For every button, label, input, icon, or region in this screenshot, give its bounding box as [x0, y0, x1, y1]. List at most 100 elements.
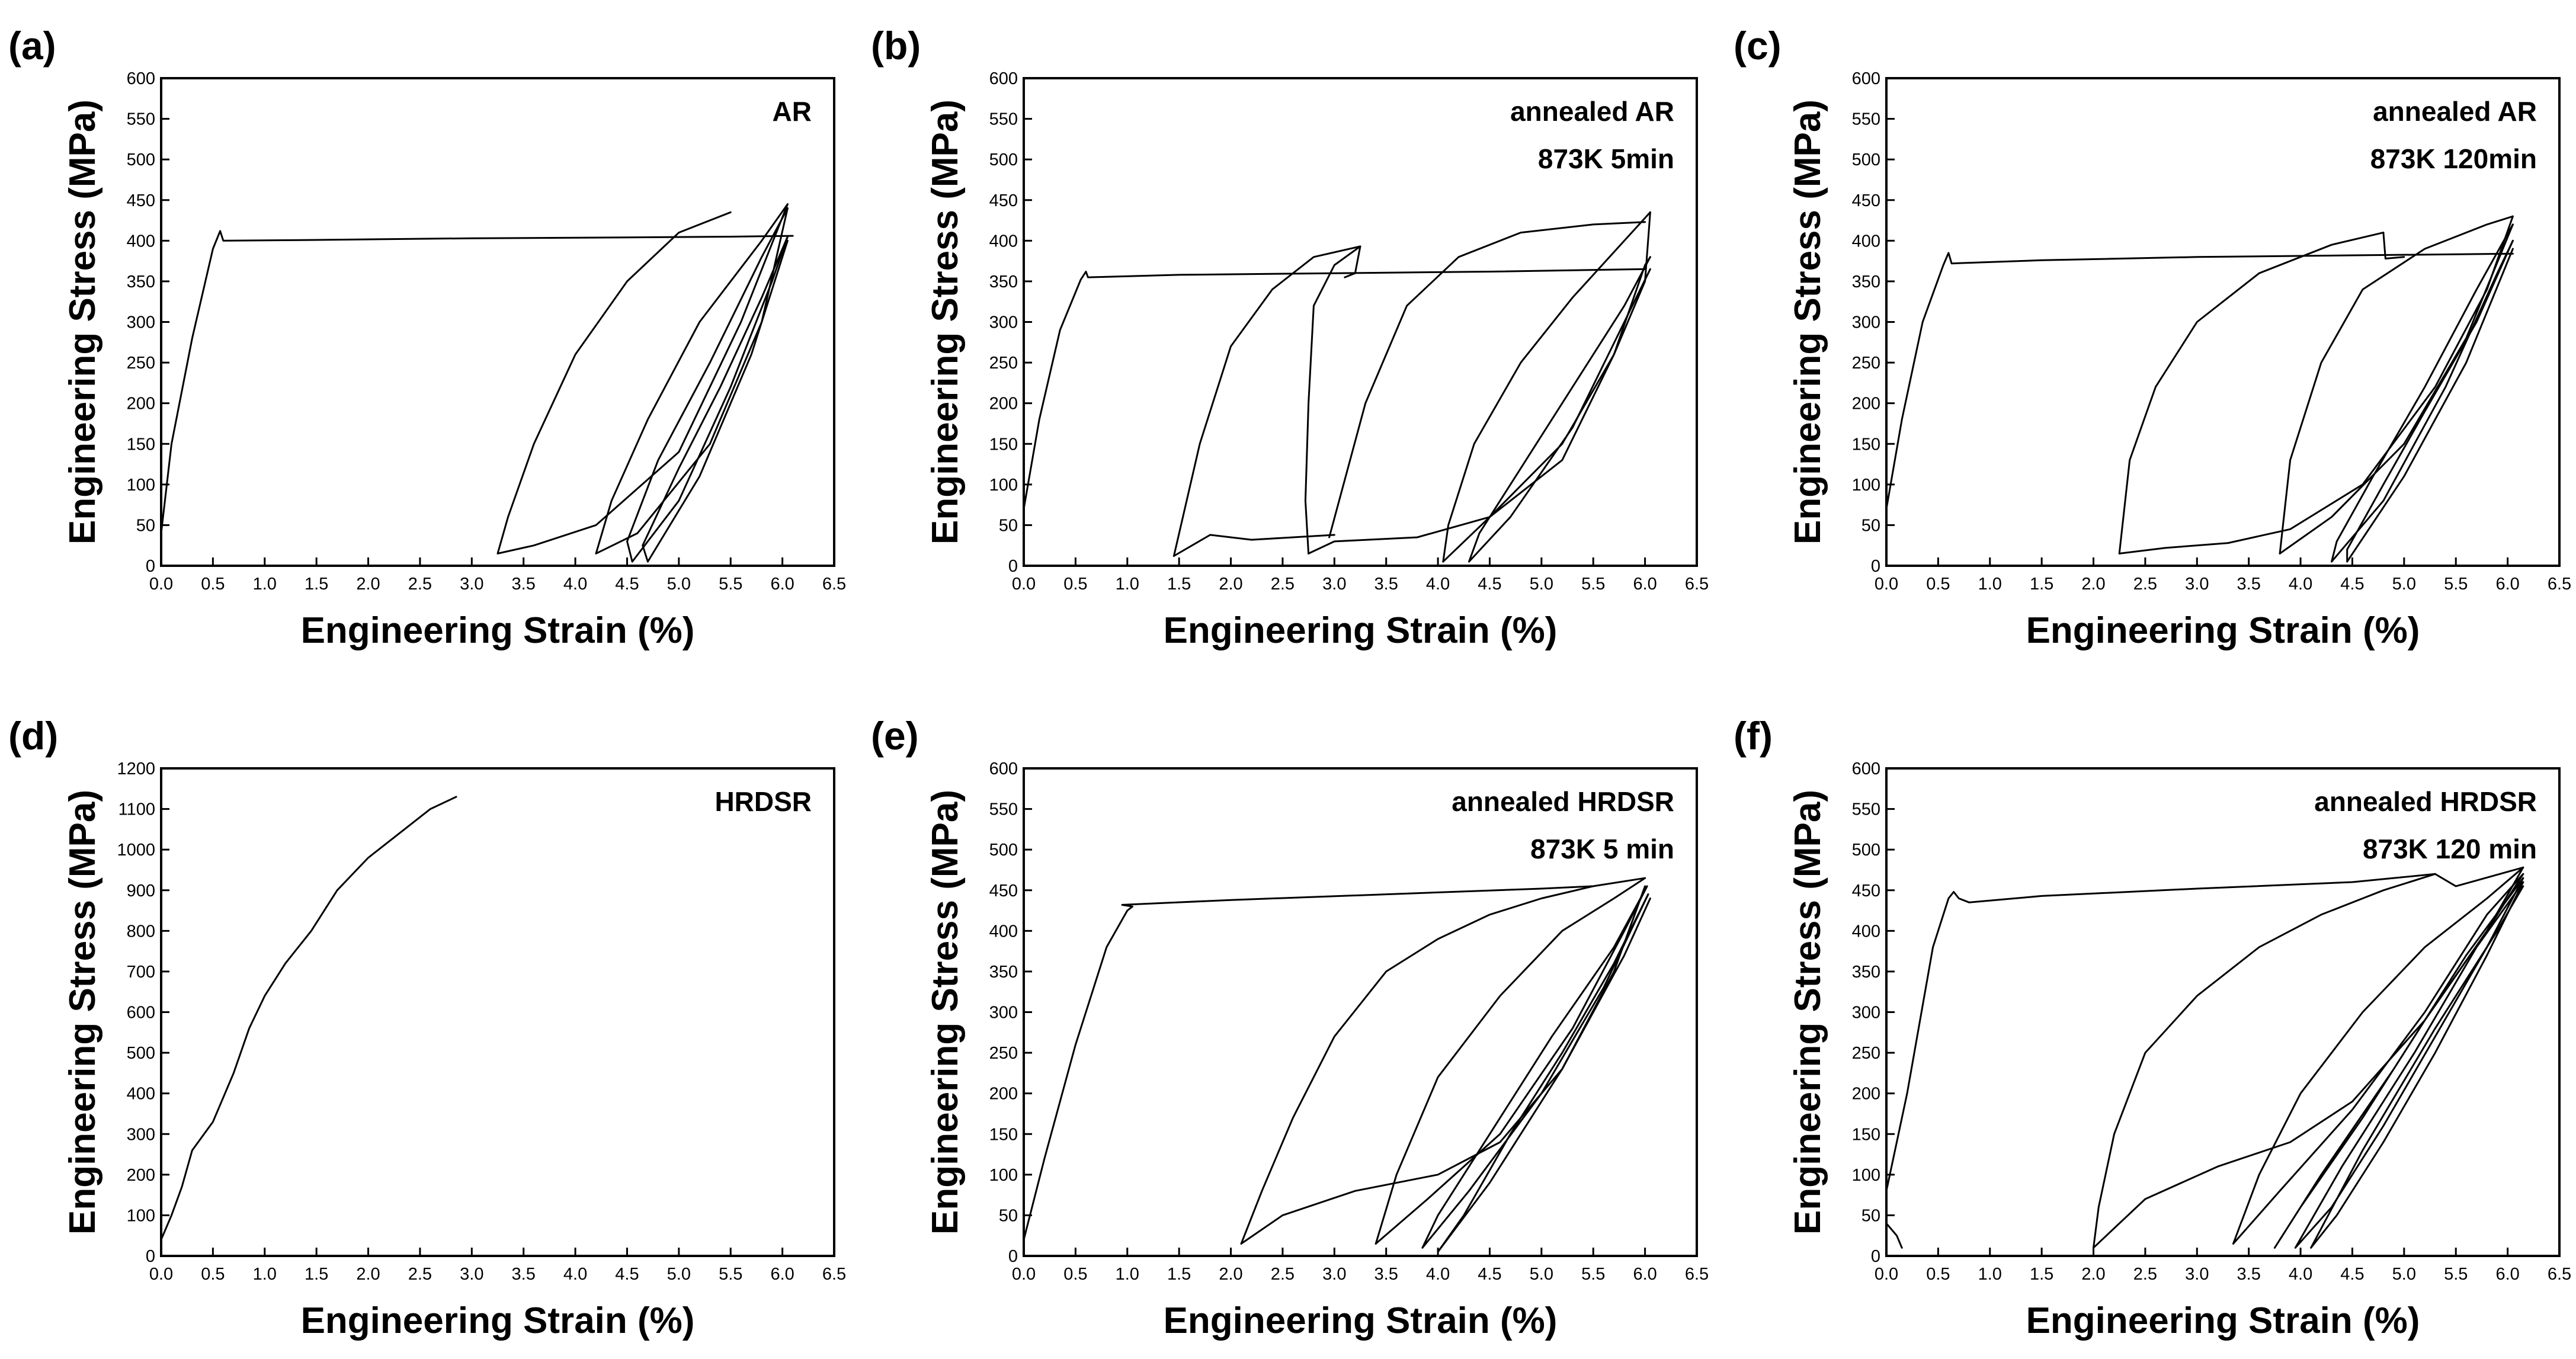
x-tick-label: 6.0	[1633, 1265, 1657, 1284]
panel-label: (a)	[8, 24, 56, 68]
panel-a: (a) 0.0 0.5 1.0 1.5 2.0 2.5 3.0 3.5 4.0 4.5 5.0 5.5 6…	[8, 24, 846, 651]
panel-c: (c) 0.0 0.5 1.0 1.5 2.0 2.5 3.0 3.5 4.0 4.5 5.0 5.5 6…	[1734, 24, 2571, 651]
panel-e: (e) 0.0 0.5 1.0 1.5 2.0 2.5 3.0 3.5 4.0 4.5 5.0 5.5 6…	[871, 714, 1709, 1341]
panel-label: (f)	[1734, 714, 1773, 758]
series-cycle2-reload	[2279, 223, 2514, 555]
x-tick-label: 5.0	[1530, 575, 1553, 594]
x-tick-label: 0.0	[1012, 575, 1036, 594]
x-tick-label: 4.5	[615, 575, 639, 594]
y-tick-label: 450	[989, 882, 1018, 900]
y-tick-label: 400	[1852, 922, 1880, 941]
series-cycle2	[1308, 211, 1651, 555]
y-tick-label: 400	[989, 232, 1018, 251]
y-tick-label: 500	[1852, 150, 1880, 169]
x-tick-label: 0.5	[1063, 575, 1087, 594]
x-tick-label: 5.5	[1581, 575, 1605, 594]
y-tick-label: 600	[127, 69, 155, 88]
series-cycle1	[1240, 885, 1594, 1245]
x-tick-label: 5.0	[2392, 575, 2416, 594]
y-tick-label: 400	[127, 1085, 155, 1104]
x-tick-label: 4.5	[2340, 1265, 2364, 1284]
x-tick-label: 0.5	[201, 575, 225, 594]
series-cycle2	[595, 203, 789, 555]
y-tick-label: 200	[989, 395, 1018, 414]
x-tick-label: 4.0	[1426, 1265, 1450, 1284]
x-tick-label: 2.0	[1219, 575, 1242, 594]
y-tick-label: 250	[127, 354, 155, 373]
x-tick-label: 5.5	[2444, 1265, 2468, 1284]
y-tick-label: 350	[1852, 273, 1880, 291]
x-tick-label: 2.0	[356, 575, 380, 594]
x-tick-label: 3.0	[460, 1265, 483, 1284]
x-tick-label: 2.5	[2133, 1265, 2157, 1284]
y-tick-label: 100	[989, 1166, 1018, 1185]
y-tick-label: 50	[1861, 1206, 1880, 1225]
series-cycle3	[1421, 885, 1649, 1249]
series-start	[1885, 1222, 1903, 1249]
series-cycle1	[2118, 232, 2385, 555]
x-tick-label: 0.0	[1875, 1265, 1898, 1284]
y-axis-title: Engineering Stress (MPa)	[925, 100, 966, 544]
x-tick-label: 0.5	[1926, 575, 1950, 594]
x-tick-label: 0.5	[201, 1265, 225, 1284]
x-tick-label: 0.0	[1875, 575, 1898, 594]
y-tick-label: 550	[989, 110, 1018, 129]
x-tick-label: 1.0	[1978, 575, 2002, 594]
y-tick-label: 0	[1008, 557, 1018, 576]
series-cycle2	[1374, 877, 1646, 1245]
y-tick-label: 150	[989, 1125, 1018, 1144]
y-tick-label: 300	[127, 1125, 155, 1144]
x-tick-label: 2.5	[408, 575, 432, 594]
y-tick-label: 50	[999, 1206, 1018, 1225]
y-tick-label: 50	[136, 516, 155, 535]
x-tick-label: 4.5	[1478, 575, 1501, 594]
y-tick-label: 1200	[117, 759, 155, 778]
series-cycle3	[2331, 223, 2514, 563]
x-tick-label: 2.5	[1271, 575, 1295, 594]
x-tick-label: 3.0	[2185, 575, 2209, 594]
x-tick-label: 3.5	[1374, 1265, 1398, 1284]
x-tick-label: 3.5	[2237, 575, 2261, 594]
series-cycle3	[2273, 873, 2524, 1249]
x-axis-title: Engineering Strain (%)	[1164, 1300, 1558, 1341]
series-cycle1-reload	[2118, 215, 2514, 555]
y-tick-label: 800	[127, 922, 155, 941]
y-tick-label: 150	[127, 435, 155, 454]
y-tick-label: 0	[1871, 557, 1880, 576]
annotation-text: 873K 120 min	[2363, 834, 2537, 864]
y-tick-label: 150	[989, 435, 1018, 454]
annotation-text: annealed AR	[1510, 96, 1674, 127]
x-tick-label: 3.0	[1322, 1265, 1346, 1284]
y-tick-label: 250	[1852, 1044, 1880, 1063]
y-tick-label: 50	[1861, 516, 1880, 535]
y-tick-label: 550	[1852, 800, 1880, 819]
panel-d: (d) 0.0 0.5 1.0 1.5 2.0 2.5 3.0 3.5 4.0 4.5 5.0 5.5 6…	[8, 714, 846, 1341]
x-axis-title: Engineering Strain (%)	[301, 1300, 695, 1341]
series-cycle1	[496, 203, 789, 555]
y-tick-label: 350	[989, 963, 1018, 982]
x-tick-label: 4.5	[2340, 575, 2364, 594]
x-tick-label: 0.5	[1926, 1265, 1950, 1284]
y-tick-label: 150	[1852, 1125, 1880, 1144]
x-tick-label: 4.5	[1478, 1265, 1501, 1284]
y-tick-label: 200	[1852, 1085, 1880, 1104]
y-tick-label: 500	[989, 150, 1018, 169]
annotation-text: AR	[773, 96, 812, 127]
y-tick-label: 450	[127, 191, 155, 210]
series-loading	[1023, 268, 1646, 510]
x-tick-label: 1.0	[1978, 1265, 2002, 1284]
x-tick-label: 5.0	[2392, 1265, 2416, 1284]
series-cycle4	[1437, 893, 1651, 1253]
x-tick-label: 4.0	[2289, 1265, 2312, 1284]
x-axis-title: Engineering Strain (%)	[2026, 610, 2420, 651]
y-tick-label: 1100	[118, 800, 155, 819]
y-tick-label: 500	[127, 1044, 155, 1063]
x-tick-label: 3.0	[460, 575, 483, 594]
series-cycle2-reload	[2232, 873, 2524, 1245]
x-tick-label: 6.5	[822, 575, 846, 594]
x-tick-label: 2.0	[356, 1265, 380, 1284]
x-tick-label: 1.0	[1116, 1265, 1139, 1284]
y-tick-label: 300	[1852, 313, 1880, 332]
x-axis-title: Engineering Strain (%)	[2026, 1300, 2420, 1341]
